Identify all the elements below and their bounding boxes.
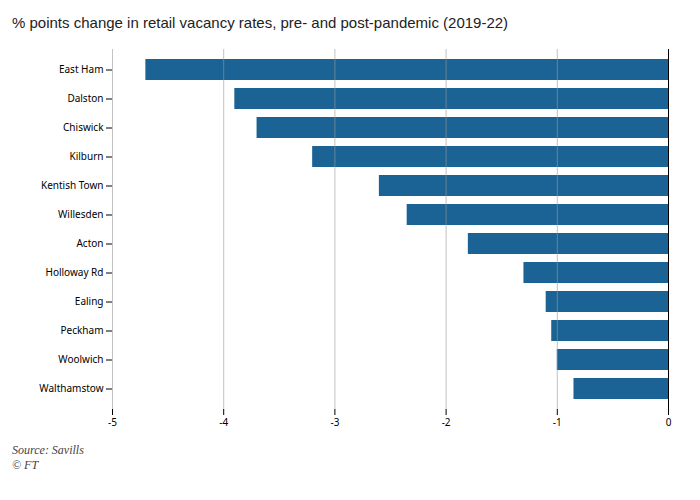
svg-text:Chiswick: Chiswick [63, 120, 104, 134]
svg-text:-4: -4 [219, 415, 228, 429]
svg-text:Ealing: Ealing [75, 294, 104, 308]
svg-text:Walthamstow: Walthamstow [39, 381, 103, 395]
svg-text:-1: -1 [553, 415, 562, 429]
svg-text:Dalston: Dalston [67, 91, 103, 105]
svg-text:Acton: Acton [76, 236, 103, 250]
svg-text:Holloway Rd: Holloway Rd [45, 265, 103, 279]
svg-text:Kilburn: Kilburn [70, 149, 104, 163]
svg-text:Woolwich: Woolwich [58, 352, 103, 366]
svg-text:-3: -3 [330, 415, 339, 429]
svg-text:Kentish Town: Kentish Town [41, 178, 104, 192]
html-text:Source: Savills © FT: Source: Savills © FT [12, 443, 84, 472]
svg-text:0: 0 [666, 415, 672, 429]
svg-text:East Ham: East Ham [59, 62, 104, 76]
svg-text:Willesden: Willesden [58, 207, 103, 221]
html-text:% points change in retail vaca: % points change in retail vacancy rates,… [12, 14, 509, 31]
svg-text:Peckham: Peckham [61, 323, 104, 337]
svg-text:-2: -2 [442, 415, 451, 429]
svg-text:-5: -5 [108, 415, 117, 429]
